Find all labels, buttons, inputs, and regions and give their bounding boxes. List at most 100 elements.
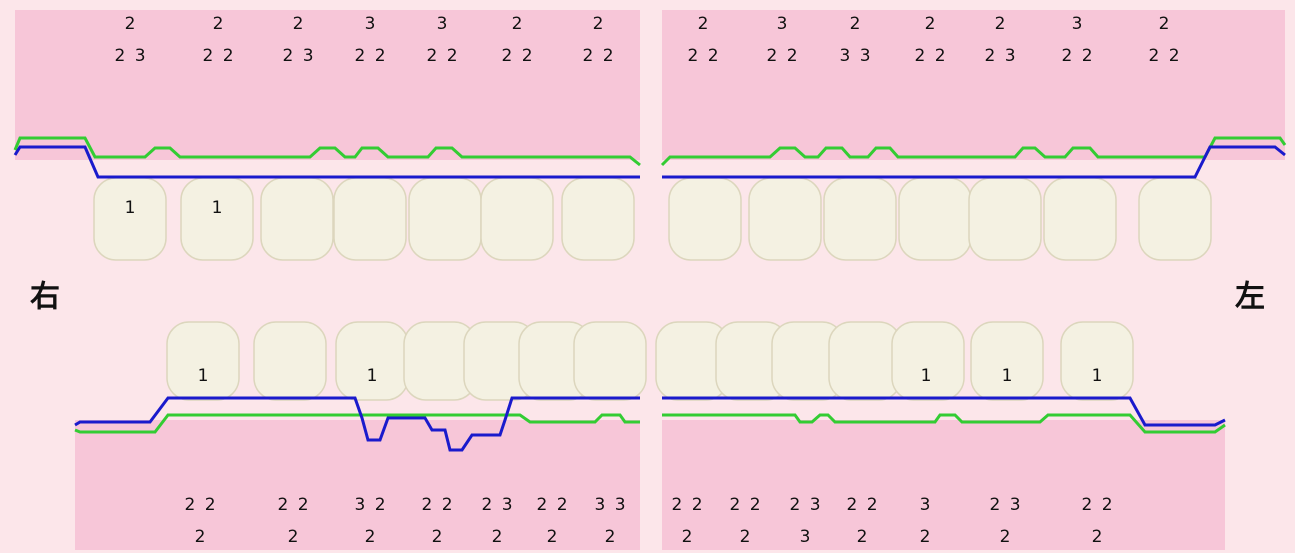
tooth [828, 321, 902, 401]
probe-depth: 2 2 [184, 495, 215, 515]
tooth [180, 177, 254, 261]
tooth [480, 177, 554, 261]
probe-depth: 2 2 [766, 46, 797, 66]
probe-depth: 2 [195, 527, 206, 547]
probe-depth: 2 2 [671, 495, 702, 515]
tooth-mobility: 1 [198, 366, 209, 386]
probe-depth: 2 2 [729, 495, 760, 515]
tooth-mobility: 1 [1002, 366, 1013, 386]
lower-left-panel [75, 420, 640, 550]
probe-depth: 2 [1000, 527, 1011, 547]
probe-depth: 2 2 [277, 495, 308, 515]
probe-depth: 2 2 [1061, 46, 1092, 66]
probe-depth: 2 3 [989, 495, 1020, 515]
tooth [333, 177, 407, 261]
probe-depth: 3 [800, 527, 811, 547]
probe-depth: 3 [437, 14, 448, 34]
tooth [1060, 321, 1134, 401]
tooth [968, 177, 1042, 261]
bone-line [13, 145, 640, 179]
gum-line [660, 136, 1287, 167]
bone-line [74, 396, 640, 452]
probe-depth: 2 2 [536, 495, 567, 515]
tooth [561, 177, 635, 261]
lower-right-panel [662, 420, 1225, 550]
probe-depth: 2 [682, 527, 693, 547]
probe-depth: 2 [605, 527, 616, 547]
tooth [668, 177, 742, 261]
probe-depth: 2 2 [846, 495, 877, 515]
tooth-mobility: 1 [212, 198, 223, 218]
probe-depth: 2 2 [426, 46, 457, 66]
tooth [260, 177, 334, 261]
tooth [970, 321, 1044, 401]
probe-depth: 2 [213, 14, 224, 34]
probe-depth: 2 2 [421, 495, 452, 515]
probe-depth: 2 [698, 14, 709, 34]
probe-depth: 2 [125, 14, 136, 34]
probe-depth: 2 [995, 14, 1006, 34]
bone-line [662, 145, 1286, 179]
gum-line [13, 136, 641, 167]
probe-depth: 2 2 [202, 46, 233, 66]
tooth [823, 177, 897, 261]
probe-depth: 3 [777, 14, 788, 34]
tooth-mobility: 1 [125, 198, 136, 218]
tooth-mobility: 1 [921, 366, 932, 386]
probe-depth: 3 [920, 495, 931, 515]
probe-depth: 2 [920, 527, 931, 547]
teeth [93, 177, 1212, 401]
probe-depth: 2 3 [481, 495, 512, 515]
upper-left-panel [15, 10, 640, 160]
probe-depth: 2 2 [687, 46, 718, 66]
tooth [166, 321, 240, 401]
tooth [253, 321, 327, 401]
tooth [891, 321, 965, 401]
side-label: 左 [1235, 280, 1265, 315]
probe-depth: 3 3 [839, 46, 870, 66]
tooth [408, 177, 482, 261]
probe-depth: 2 [432, 527, 443, 547]
probe-depth: 2 [512, 14, 523, 34]
tooth [898, 177, 972, 261]
tooth [573, 321, 647, 401]
probe-depth: 2 2 [914, 46, 945, 66]
probe-depth: 2 2 [1148, 46, 1179, 66]
probe-depth: 3 2 [354, 495, 385, 515]
tooth [1138, 177, 1212, 261]
upper-right-panel [662, 10, 1285, 160]
probe-depth: 2 2 [1081, 495, 1112, 515]
gum-line [74, 413, 640, 434]
probe-depth: 2 [850, 14, 861, 34]
tooth [335, 321, 409, 401]
probe-depth: 3 3 [594, 495, 625, 515]
probe-depth: 2 [1092, 527, 1103, 547]
tooth-mobility: 1 [367, 366, 378, 386]
tooth-mobility: 1 [1092, 366, 1103, 386]
bone-line [662, 396, 1226, 427]
tooth [1043, 177, 1117, 261]
probe-depth: 3 [1072, 14, 1083, 34]
side-label: 右 [30, 280, 60, 315]
probe-depth: 2 [547, 527, 558, 547]
probe-depth: 2 [492, 527, 503, 547]
probe-depth: 2 3 [282, 46, 313, 66]
tooth [748, 177, 822, 261]
probe-depth: 2 3 [114, 46, 145, 66]
probe-depth: 2 [925, 14, 936, 34]
probe-depth: 2 [593, 14, 604, 34]
gum-line [662, 413, 1226, 434]
tooth [93, 177, 167, 261]
probe-depth: 3 [365, 14, 376, 34]
probe-depth: 2 3 [984, 46, 1015, 66]
probe-depth: 2 [288, 527, 299, 547]
probe-depth: 2 [740, 527, 751, 547]
probe-depth: 2 [857, 527, 868, 547]
probe-depth: 2 2 [501, 46, 532, 66]
probe-depth: 2 2 [354, 46, 385, 66]
probe-depth: 2 [293, 14, 304, 34]
probe-depth: 2 2 [582, 46, 613, 66]
probe-depth: 2 3 [789, 495, 820, 515]
probe-depth: 2 [1159, 14, 1170, 34]
